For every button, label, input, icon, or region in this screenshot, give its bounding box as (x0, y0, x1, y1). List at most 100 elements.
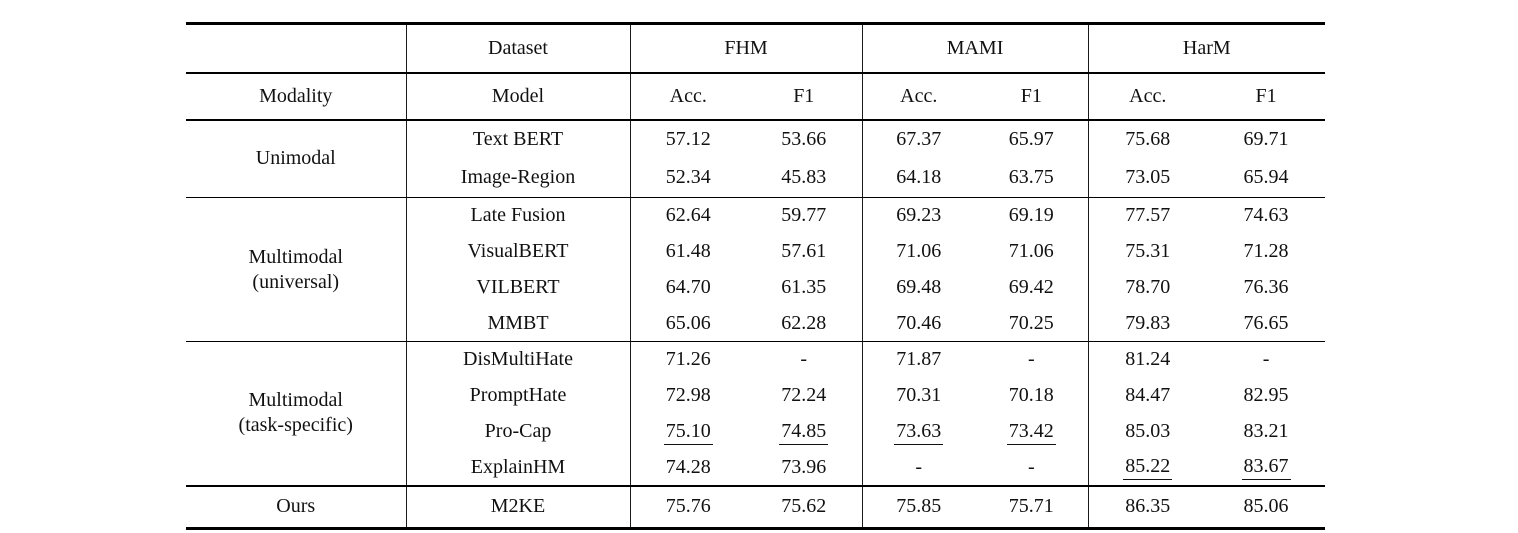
metric-value-cell: 85.03 (1125, 420, 1171, 442)
model-name-cell: ExplainHM (406, 449, 631, 486)
col-header-model: Model (406, 72, 631, 120)
metric-value-cell: 82.95 (1243, 384, 1289, 406)
metric-value-cell: 70.31 (896, 384, 942, 406)
underlined-value: 74.85 (779, 420, 829, 445)
metric-value-cell: 71.06 (975, 233, 1089, 270)
metric-value-cell: 69.71 (1243, 128, 1289, 150)
metric-value-cell: - (915, 455, 923, 478)
metric-value-cell: 69.23 (896, 204, 942, 227)
metric-value-cell: 76.65 (1243, 311, 1289, 334)
metric-value-cell: 70.18 (975, 377, 1089, 414)
metric-value-cell: 70.25 (975, 305, 1089, 342)
group-ours: Ours M2KE 75.76 75.62 75.85 75.71 86.35 … (186, 485, 1326, 529)
table-row: VILBERT 64.70 61.35 69.48 69.42 78.70 76… (186, 269, 1325, 306)
model-name-cell: Image-Region (406, 158, 631, 198)
modality-group-cell: Multimodal (task-specific) (186, 341, 407, 486)
metric-value-cell: 72.24 (746, 377, 863, 414)
metric-value-cell: 65.94 (1243, 166, 1289, 189)
modality-group-cell: Multimodal (universal) (186, 197, 407, 342)
metric-value-cell: 73.05 (1125, 166, 1171, 189)
metric-value-cell: 69.42 (975, 269, 1089, 306)
table-row: Ours M2KE 75.76 75.62 75.85 75.71 86.35 … (186, 485, 1325, 529)
table-row: MMBT 65.06 62.28 70.46 70.25 79.83 76.65 (186, 305, 1325, 342)
metric-value-cell: - (1262, 348, 1270, 371)
metric-value-cell: 75.85 (896, 495, 942, 518)
col-header-fhm-acc: Acc. (669, 84, 707, 107)
col-header-mami-acc: Acc. (900, 84, 938, 107)
metric-value-cell: 61.35 (746, 269, 863, 306)
col-header-fhm-f1: F1 (746, 72, 863, 120)
col-header-modality: Modality (186, 72, 407, 120)
metric-value-cell: 75.71 (975, 485, 1089, 529)
metric-value-cell: 69.48 (896, 276, 942, 298)
model-name-cell: Late Fusion (406, 197, 631, 234)
metric-value-cell: 83.21 (1243, 420, 1289, 442)
table-row: Image-Region 52.34 45.83 64.18 63.75 73.… (186, 158, 1325, 198)
metric-value-cell: 85.22 (1088, 450, 1207, 486)
table-row: Multimodal (task-specific) DisMultiHate … (186, 341, 1325, 486)
underlined-value: 83.67 (1241, 456, 1291, 480)
metric-value-cell: 71.26 (665, 348, 711, 371)
underlined-value: 73.63 (894, 420, 944, 445)
metric-value-cell: 45.83 (746, 158, 863, 198)
model-name-cell: PromptHate (406, 377, 631, 414)
metric-value-cell: 76.36 (1243, 276, 1289, 298)
model-name-cell: MMBT (406, 305, 631, 342)
metric-value-cell: 83.67 (1207, 450, 1325, 486)
group-multimodal-task-specific: Multimodal (task-specific) DisMultiHate … (186, 341, 1326, 486)
metric-value-cell: 63.75 (975, 158, 1089, 198)
col-header-fhm: FHM (630, 23, 863, 73)
metric-value-cell: 73.96 (746, 449, 863, 486)
metric-value-cell: 65.06 (665, 311, 711, 334)
model-name-cell: Text BERT (406, 119, 631, 159)
metric-value-cell: 67.37 (896, 128, 942, 150)
table-row: Multimodal (universal) Late Fusion 62.64… (186, 197, 1325, 342)
metric-value-cell: 85.06 (1243, 495, 1289, 518)
results-table: Dataset FHM MAMI HarM Modality Model Acc… (186, 22, 1326, 530)
col-header-harm-f1: F1 (1255, 84, 1277, 107)
metric-value-cell: 72.98 (665, 384, 711, 406)
metric-value-cell: 71.87 (896, 348, 942, 371)
table-row: Pro-Cap 75.10 74.85 73.63 73.42 85.03 83… (186, 413, 1325, 450)
metric-value-cell: 52.34 (665, 166, 711, 189)
metric-value-cell: 75.68 (1125, 128, 1171, 150)
metric-value-cell: 64.70 (665, 276, 711, 298)
model-name-cell: Pro-Cap (406, 413, 631, 450)
table-row: Unimodal Text BERT 57.12 53.66 67.37 65.… (186, 119, 1325, 198)
modality-label-line1: Unimodal (255, 147, 336, 170)
table-row: VisualBERT 61.48 57.61 71.06 71.06 75.31… (186, 233, 1325, 270)
underlined-value: 75.10 (663, 420, 713, 445)
metric-value-cell: 69.19 (975, 197, 1089, 234)
metric-value-cell: 53.66 (746, 119, 863, 159)
col-header-mami: MAMI (862, 23, 1089, 73)
metric-value-cell: 65.97 (975, 119, 1089, 159)
metric-value-cell: 79.83 (1125, 311, 1171, 334)
metric-value-cell: 57.12 (665, 128, 711, 150)
metric-value-cell: 71.06 (896, 240, 942, 262)
metric-value-cell: 75.76 (665, 495, 711, 518)
modality-label-line1: Multimodal (248, 389, 343, 412)
model-name-cell: DisMultiHate (406, 341, 631, 378)
model-name-cell: VILBERT (406, 269, 631, 306)
metric-value-cell: 75.62 (746, 485, 863, 529)
metric-value-cell: 84.47 (1125, 384, 1171, 406)
modality-label-line2: (task-specific) (238, 414, 353, 437)
metric-value-cell: 62.64 (665, 204, 711, 227)
metric-value-cell: 74.85 (746, 413, 863, 450)
metric-value-cell: 75.10 (630, 414, 746, 450)
col-header-mami-f1: F1 (975, 72, 1089, 120)
table-row: ExplainHM 74.28 73.96 - - 85.22 83.67 (186, 449, 1325, 486)
metric-value-cell: 57.61 (746, 233, 863, 270)
metric-value-cell: 78.70 (1125, 276, 1171, 298)
metric-value-cell: 74.63 (1243, 204, 1289, 227)
col-header-harm-acc: Acc. (1129, 84, 1167, 107)
underlined-value: 85.22 (1123, 456, 1173, 480)
modality-label-line2: (universal) (252, 270, 340, 293)
metric-value-cell: 62.28 (746, 305, 863, 342)
group-unimodal: Unimodal Text BERT 57.12 53.66 67.37 65.… (186, 119, 1326, 198)
metric-value-cell: 75.31 (1125, 240, 1171, 262)
metric-value-cell: 77.57 (1125, 204, 1171, 227)
metric-value-cell: 59.77 (746, 197, 863, 234)
metric-value-cell: 86.35 (1125, 495, 1171, 518)
